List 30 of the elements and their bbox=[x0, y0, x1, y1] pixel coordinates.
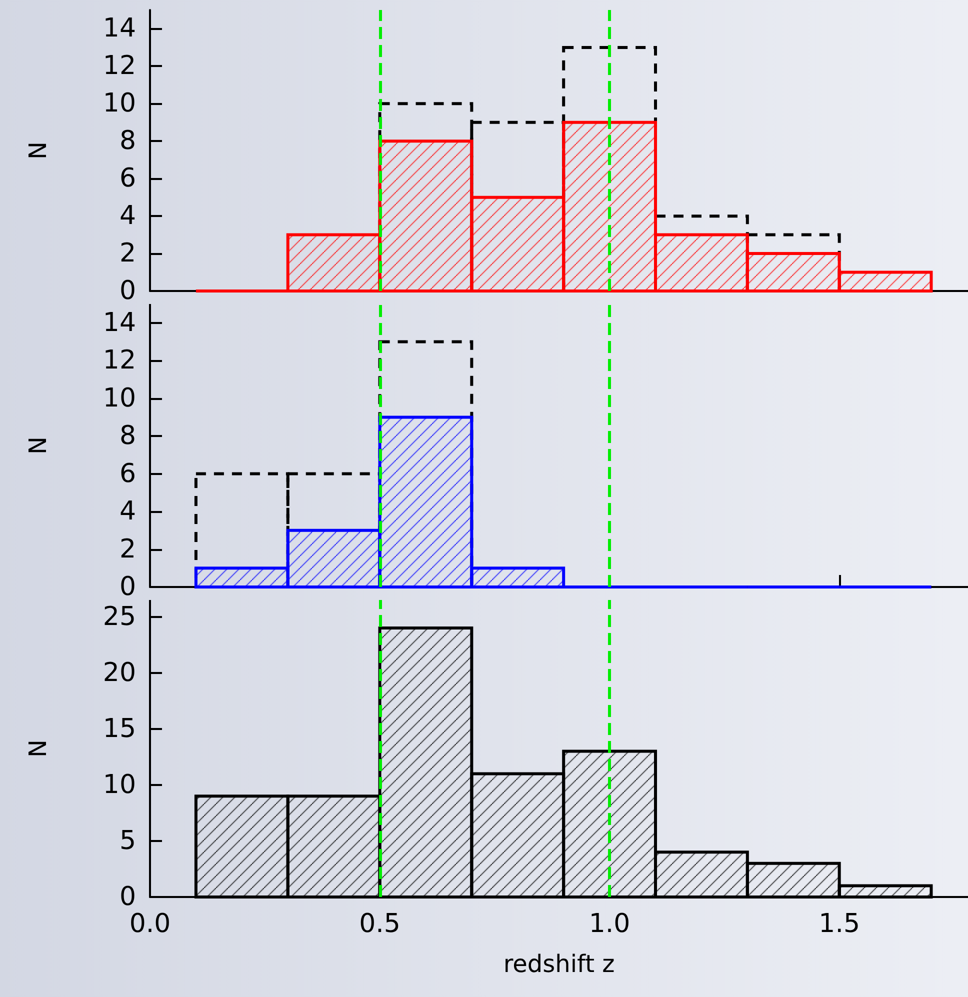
y-tick-label: 10 bbox=[102, 383, 136, 414]
y-tick-label: 4 bbox=[119, 201, 136, 232]
x-tick-label: 1.0 bbox=[588, 909, 630, 939]
x-tick-label: 0.0 bbox=[129, 909, 171, 939]
y-tick-label: 14 bbox=[102, 14, 136, 44]
y-tick-label: 6 bbox=[119, 458, 136, 489]
x-tick-label: 0.5 bbox=[359, 909, 400, 939]
y-tick-label: 8 bbox=[119, 126, 136, 156]
y-tick-label: 2 bbox=[119, 238, 136, 269]
x-axis-title: redshift z bbox=[503, 950, 615, 978]
y-axis-title: N bbox=[24, 436, 52, 454]
y-tick-label: 0 bbox=[119, 572, 136, 602]
y-tick-label: 8 bbox=[119, 421, 136, 452]
y-tick-label: 20 bbox=[102, 658, 136, 688]
y-tick-label: 10 bbox=[102, 88, 136, 119]
y-tick-label: 25 bbox=[102, 602, 136, 632]
y-axis-title: N bbox=[24, 142, 52, 160]
y-tick-label: 0 bbox=[119, 276, 136, 306]
y-tick-label: 14 bbox=[102, 308, 136, 338]
y-tick-label: 0 bbox=[119, 882, 136, 912]
y-tick-label: 4 bbox=[119, 496, 136, 527]
y-tick-label: 6 bbox=[119, 164, 136, 194]
y-tick-label: 12 bbox=[102, 51, 136, 82]
y-axis-title: N bbox=[24, 740, 52, 758]
y-tick-label: 10 bbox=[102, 770, 136, 800]
y-tick-label: 12 bbox=[102, 346, 136, 376]
y-tick-label: 15 bbox=[102, 714, 136, 744]
y-tick-label: 2 bbox=[119, 534, 136, 564]
x-tick-label: 1.5 bbox=[818, 909, 860, 939]
y-tick-label: 5 bbox=[119, 826, 136, 856]
